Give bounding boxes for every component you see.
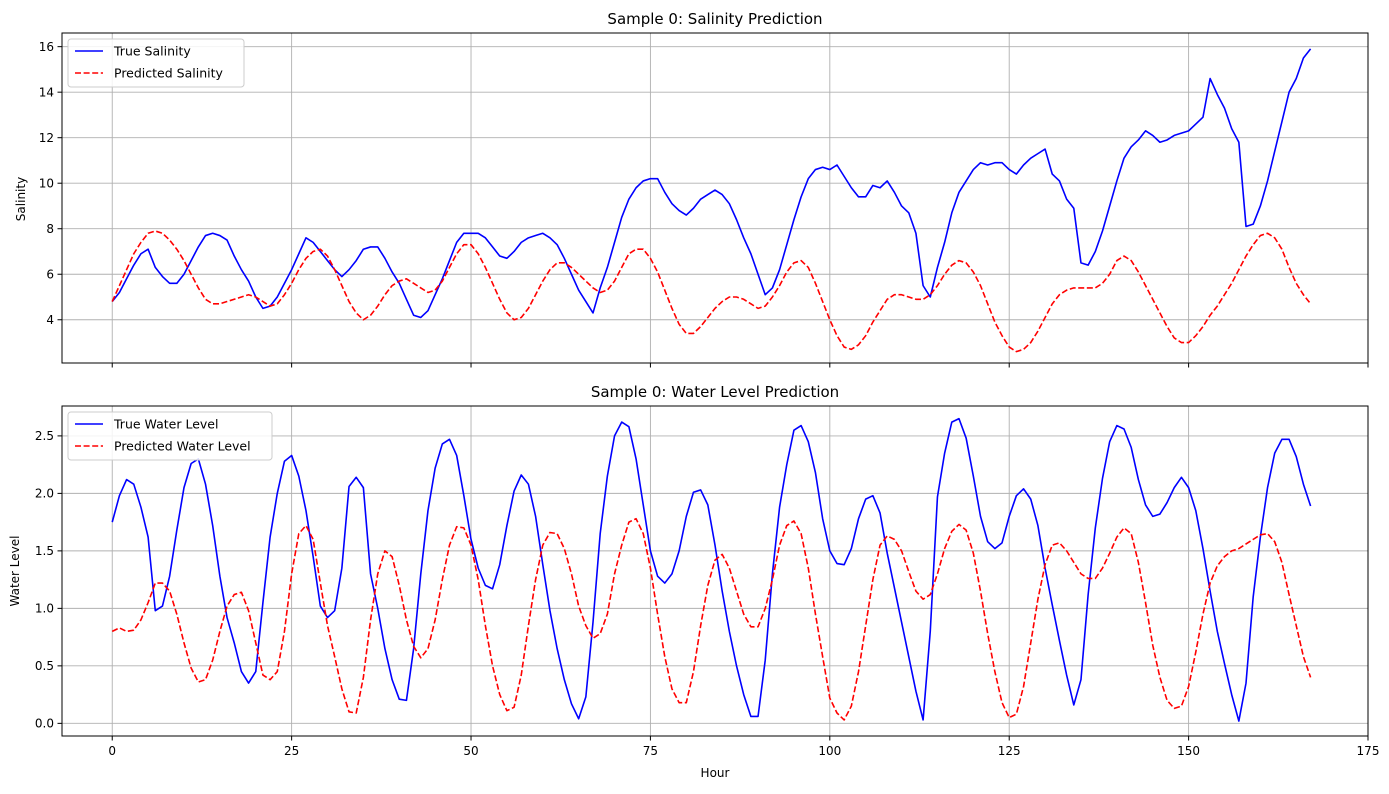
water-level-x-axis-label: Hour [701,766,730,780]
salinity-y-tick-label: 16 [39,40,54,54]
water-level-chart-title: Sample 0: Water Level Prediction [591,383,839,401]
water-level-x-tick-label: 150 [1177,744,1200,758]
water-level-axes-frame [61,405,1369,737]
water-level-grid [62,406,1368,736]
water-level-y-tick-label: 1.5 [35,544,54,558]
water-level-y-tick-label: 1.0 [35,602,54,616]
salinity-subplot: Sample 0: Salinity Prediction Salinity 4… [14,10,1369,368]
water-level-y-axis-label: Water Level [8,536,22,607]
water-level-x-tick-label: 25 [284,744,299,758]
salinity-y-axis-label: Salinity [14,177,28,221]
water-level-ticks: 0 25 50 75 100 125 150 175 0.0 0.5 1.0 1.5 2.0 2.5 [35,429,1380,758]
water-level-legend-predicted-label: Predicted Water Level [114,439,251,454]
salinity-y-tick-label: 8 [46,222,54,236]
water-level-y-tick-label: 2.5 [35,429,54,443]
water-level-x-tick-label: 100 [818,744,841,758]
water-level-legend: True Water Level Predicted Water Level [67,411,273,461]
water-level-y-tick-label: 0.0 [35,717,54,731]
salinity-chart-title: Sample 0: Salinity Prediction [607,10,822,28]
salinity-y-tick-label: 10 [39,176,54,190]
salinity-legend-predicted-label: Predicted Salinity [114,66,223,81]
salinity-predicted-line [111,230,1312,353]
salinity-true-line [111,48,1312,319]
salinity-legend-box [67,38,245,88]
water-level-x-tick-label: 175 [1357,744,1380,758]
salinity-y-tick-label: 4 [46,313,54,327]
salinity-legend: True Salinity Predicted Salinity [67,38,245,88]
salinity-y-tick-label: 6 [46,267,54,281]
water-level-legend-true-label: True Water Level [113,417,218,432]
salinity-axes-frame [61,32,1369,364]
salinity-y-tick-label: 12 [39,131,54,145]
water-level-x-tick-label: 75 [643,744,658,758]
salinity-grid [62,33,1368,363]
water-level-x-tick-label: 125 [998,744,1021,758]
salinity-y-tick-label: 14 [39,85,54,99]
water-level-x-tick-label: 50 [463,744,478,758]
water-level-true-line [111,417,1312,722]
salinity-legend-true-label: True Salinity [113,44,191,59]
water-level-y-tick-label: 0.5 [35,659,54,673]
water-level-legend-box [67,411,273,461]
water-level-predicted-line [111,517,1312,721]
water-level-x-tick-label: 0 [108,744,116,758]
salinity-series-group [111,48,1312,353]
water-level-subplot: Sample 0: Water Level Prediction Water L… [8,383,1379,780]
salinity-ticks: 4 6 8 10 12 14 16 [39,40,1369,368]
water-level-y-tick-label: 2.0 [35,487,54,501]
water-level-series-group [111,417,1312,722]
